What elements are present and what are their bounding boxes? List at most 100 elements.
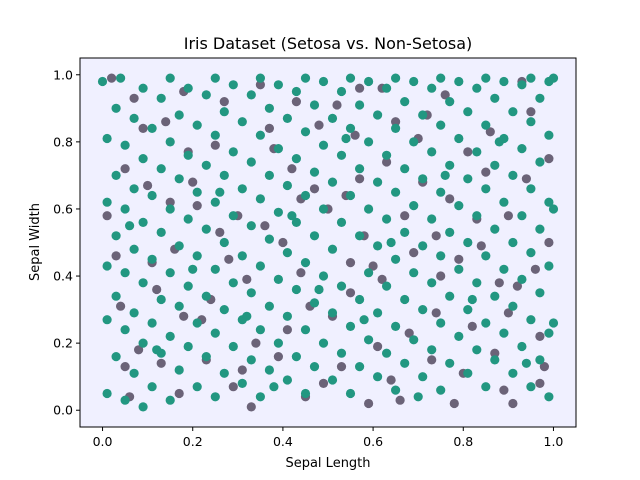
scatter-point xyxy=(327,177,338,187)
scatter-point xyxy=(273,352,283,362)
scatter-point xyxy=(382,214,392,224)
scatter-point xyxy=(436,271,446,281)
scatter-point xyxy=(291,284,301,295)
scatter-point xyxy=(300,388,311,399)
scatter-point xyxy=(138,402,148,412)
scatter-point xyxy=(454,201,464,211)
scatter-point xyxy=(436,120,446,130)
scatter-point xyxy=(246,221,256,231)
scatter-point xyxy=(134,345,144,355)
scatter-point xyxy=(309,231,320,241)
scatter-point xyxy=(535,224,545,234)
scatter-point xyxy=(404,328,414,338)
scatter-point xyxy=(291,97,301,107)
scatter-point xyxy=(210,197,220,207)
scatter-point xyxy=(264,103,274,113)
scatter-point xyxy=(521,174,532,184)
scatter-point xyxy=(336,150,347,160)
y-tick-label: 0.8 xyxy=(53,134,73,149)
scatter-point xyxy=(499,197,509,207)
scatter-point xyxy=(165,137,175,147)
scatter-point xyxy=(463,368,473,378)
scatter-point xyxy=(102,211,112,221)
scatter-point xyxy=(373,241,383,251)
scatter-point xyxy=(210,130,220,140)
scatter-point xyxy=(210,392,220,402)
scatter-point xyxy=(111,231,121,241)
scatter-point xyxy=(309,362,320,372)
scatter-point xyxy=(102,197,112,207)
scatter-point xyxy=(490,160,500,170)
scatter-point xyxy=(535,378,545,388)
scatter-point xyxy=(174,388,184,399)
scatter-point xyxy=(359,315,369,325)
plot-frame xyxy=(79,57,577,428)
scatter-point xyxy=(364,268,374,278)
scatter-point xyxy=(345,73,356,83)
scatter-point xyxy=(282,375,292,385)
scatter-point xyxy=(183,150,193,160)
scatter-point xyxy=(219,237,229,248)
scatter-point xyxy=(332,100,342,110)
scatter-point xyxy=(188,264,198,274)
scatter-point xyxy=(386,237,396,248)
scatter-point xyxy=(138,123,148,133)
scatter-point xyxy=(427,278,437,288)
scatter-point xyxy=(436,251,446,261)
scatter-point xyxy=(210,328,220,338)
scatter-point xyxy=(237,117,247,127)
scatter-point xyxy=(364,335,374,345)
scatter-point xyxy=(481,120,491,130)
scatter-point xyxy=(382,348,392,358)
scatter-point xyxy=(111,291,121,301)
x-tick-label: 1.0 xyxy=(544,434,564,449)
scatter-point xyxy=(102,133,112,144)
scatter-point xyxy=(400,211,410,221)
scatter-point xyxy=(120,362,130,372)
scatter-point xyxy=(355,362,365,372)
scatter-point xyxy=(355,100,365,110)
scatter-point xyxy=(481,382,491,392)
scatter-point xyxy=(273,274,283,284)
scatter-point xyxy=(336,217,347,227)
scatter-point xyxy=(147,254,157,264)
scatter-point xyxy=(377,274,387,284)
scatter-point xyxy=(526,73,536,83)
scatter-point xyxy=(318,338,329,348)
scatter-point xyxy=(481,184,491,194)
scatter-point xyxy=(517,341,527,352)
scatter-point xyxy=(548,318,559,328)
scatter-point xyxy=(260,221,270,231)
scatter-point xyxy=(472,278,482,288)
scatter-point xyxy=(174,301,184,311)
scatter-point xyxy=(174,365,184,375)
scatter-point xyxy=(454,331,464,341)
scatter-point xyxy=(391,73,401,83)
scatter-point xyxy=(400,227,410,237)
scatter-point xyxy=(355,294,365,305)
scatter-point xyxy=(183,341,193,352)
scatter-point xyxy=(503,308,513,318)
scatter-point xyxy=(336,362,347,372)
scatter-point xyxy=(282,180,292,191)
scatter-point xyxy=(165,268,175,278)
scatter-point xyxy=(382,150,392,160)
scatter-point xyxy=(481,167,491,177)
scatter-point xyxy=(219,107,229,117)
scatter-point xyxy=(201,90,211,100)
scatter-point xyxy=(395,395,405,405)
scatter-point xyxy=(499,264,509,274)
scatter-point xyxy=(418,110,428,120)
scatter-point xyxy=(517,144,527,154)
scatter-point xyxy=(255,130,265,140)
scatter-point xyxy=(111,251,121,261)
scatter-point xyxy=(345,388,356,399)
scatter-point xyxy=(219,368,229,378)
scatter-point xyxy=(192,318,202,328)
scatter-point xyxy=(445,358,455,368)
scatter-point xyxy=(409,137,419,147)
scatter-point xyxy=(327,308,338,318)
scatter-point xyxy=(463,174,473,184)
scatter-point xyxy=(391,385,401,395)
scatter-point xyxy=(400,294,410,305)
